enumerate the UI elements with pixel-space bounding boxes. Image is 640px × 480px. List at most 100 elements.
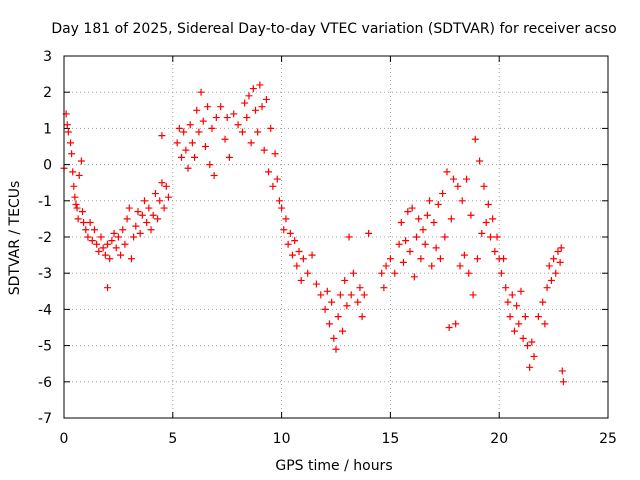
x-tick-label: 20 [490, 431, 508, 447]
tick-labels: -7 -6 -5 -4 -3 -2 -1 0 1 2 3 0 5 10 15 20 25 [38, 49, 617, 447]
data-point [101, 251, 109, 259]
data-point [297, 276, 305, 284]
data-point [471, 135, 479, 143]
data-point [543, 284, 551, 292]
data-point [158, 179, 166, 187]
data-point [82, 226, 90, 234]
data-point [328, 298, 336, 306]
data-point [436, 255, 444, 263]
data-point [275, 197, 283, 205]
grid [63, 55, 609, 419]
data-point [502, 284, 510, 292]
data-point [541, 320, 549, 328]
data-point [175, 124, 183, 132]
data-point [182, 146, 190, 154]
data-point [402, 237, 410, 245]
data-point [358, 313, 366, 321]
data-point [193, 106, 201, 114]
data-point [417, 255, 425, 263]
data-point [149, 211, 157, 219]
data-point [278, 204, 286, 212]
data-point [489, 215, 497, 223]
data-point [404, 208, 412, 216]
data-point [482, 219, 490, 227]
data-point [143, 219, 151, 227]
data-point [515, 320, 523, 328]
y-tick-label: -7 [38, 411, 52, 427]
data-point [410, 273, 418, 281]
data-point [447, 215, 455, 223]
data-point [201, 143, 209, 150]
data-point [460, 251, 468, 259]
data-point [151, 190, 159, 198]
data-point [114, 233, 122, 241]
data-points [60, 81, 567, 386]
chart-title: Day 181 of 2025, Sidereal Day-to-day VTE… [51, 21, 616, 37]
data-point [349, 269, 357, 277]
data-point [284, 240, 292, 248]
data-point [552, 269, 560, 277]
data-point [99, 244, 107, 252]
y-tick-label: -1 [38, 194, 52, 210]
data-point [356, 284, 364, 292]
data-point [454, 182, 462, 190]
data-point [491, 247, 499, 255]
data-point [559, 378, 567, 386]
data-point [558, 367, 566, 375]
data-point [441, 233, 449, 241]
y-tick-label: -5 [38, 339, 52, 355]
data-point [223, 114, 231, 122]
data-point [70, 182, 78, 190]
data-point [184, 164, 192, 172]
data-point [88, 237, 96, 245]
data-point [104, 240, 112, 248]
data-point [127, 255, 135, 263]
data-point [421, 240, 429, 248]
data-point [476, 157, 484, 165]
data-point [110, 229, 118, 237]
data-point [125, 204, 133, 212]
data-point [191, 153, 199, 161]
x-axis-label: GPS time / hours [275, 458, 392, 474]
data-point [484, 200, 492, 208]
data-point [452, 320, 460, 328]
y-axis-label: SDTVAR / TECUs [7, 181, 23, 296]
data-point [330, 334, 338, 342]
data-point [160, 204, 168, 212]
data-point [225, 153, 233, 161]
data-point [262, 95, 270, 103]
data-point [347, 291, 355, 299]
data-point [295, 247, 303, 255]
data-point [445, 324, 453, 331]
data-point [271, 150, 279, 158]
data-point [199, 117, 207, 125]
data-point [245, 92, 253, 100]
data-point [304, 269, 312, 277]
data-point [339, 327, 347, 335]
data-point [323, 287, 331, 295]
data-point [469, 291, 477, 299]
data-point [74, 215, 82, 223]
data-point [156, 197, 164, 205]
data-point [145, 204, 153, 212]
data-point [480, 182, 488, 190]
data-point [180, 128, 188, 136]
y-tick-label: 3 [43, 49, 52, 65]
data-point [78, 208, 86, 216]
data-point [463, 175, 471, 183]
data-point [106, 255, 114, 263]
data-point [336, 291, 344, 299]
data-point [413, 233, 421, 241]
data-point [195, 128, 203, 136]
data-point [526, 363, 534, 371]
data-point [132, 222, 140, 230]
data-point [67, 139, 75, 147]
data-point [77, 157, 85, 165]
data-point [434, 200, 442, 208]
x-tick-label: 0 [60, 431, 69, 447]
data-point [354, 298, 362, 306]
x-tick-label: 15 [381, 431, 399, 447]
data-point [217, 103, 225, 111]
data-point [554, 247, 562, 255]
